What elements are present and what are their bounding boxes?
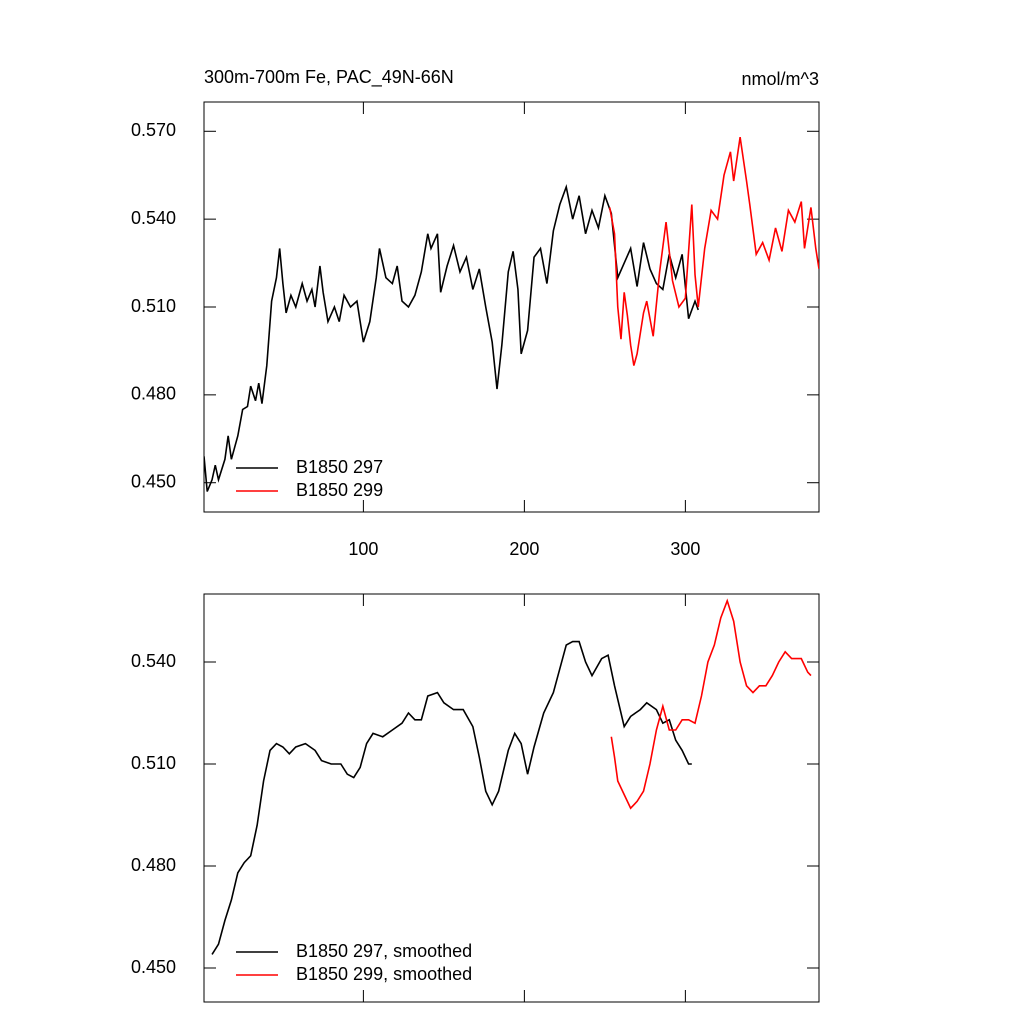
data-line: [610, 598, 812, 810]
data-line: [211, 640, 692, 955]
y-tick-label: 0.570: [131, 120, 176, 140]
x-tick-label: 300: [670, 539, 700, 559]
plot-frame: [203, 593, 820, 1003]
legend-label: B1850 299, smoothed: [296, 964, 472, 984]
y-tick-label: 0.450: [131, 957, 176, 977]
y-tick-label: 0.480: [131, 855, 176, 875]
units-label: nmol/m^3: [742, 69, 819, 89]
x-tick-label: 100: [348, 539, 378, 559]
x-tick-label: 200: [509, 539, 539, 559]
chart-title: 300m-700m Fe, PAC_49N-66N: [204, 67, 454, 88]
y-tick-label: 0.510: [131, 296, 176, 316]
data-line: [204, 183, 700, 492]
legend-label: B1850 297: [296, 457, 383, 477]
y-tick-label: 0.510: [131, 753, 176, 773]
legend-label: B1850 299: [296, 480, 383, 500]
y-tick-label: 0.480: [131, 384, 176, 404]
data-line: [608, 137, 819, 366]
legend-label: B1850 297, smoothed: [296, 941, 472, 961]
y-tick-label: 0.450: [131, 471, 176, 491]
y-tick-label: 0.540: [131, 208, 176, 228]
y-tick-label: 0.540: [131, 651, 176, 671]
